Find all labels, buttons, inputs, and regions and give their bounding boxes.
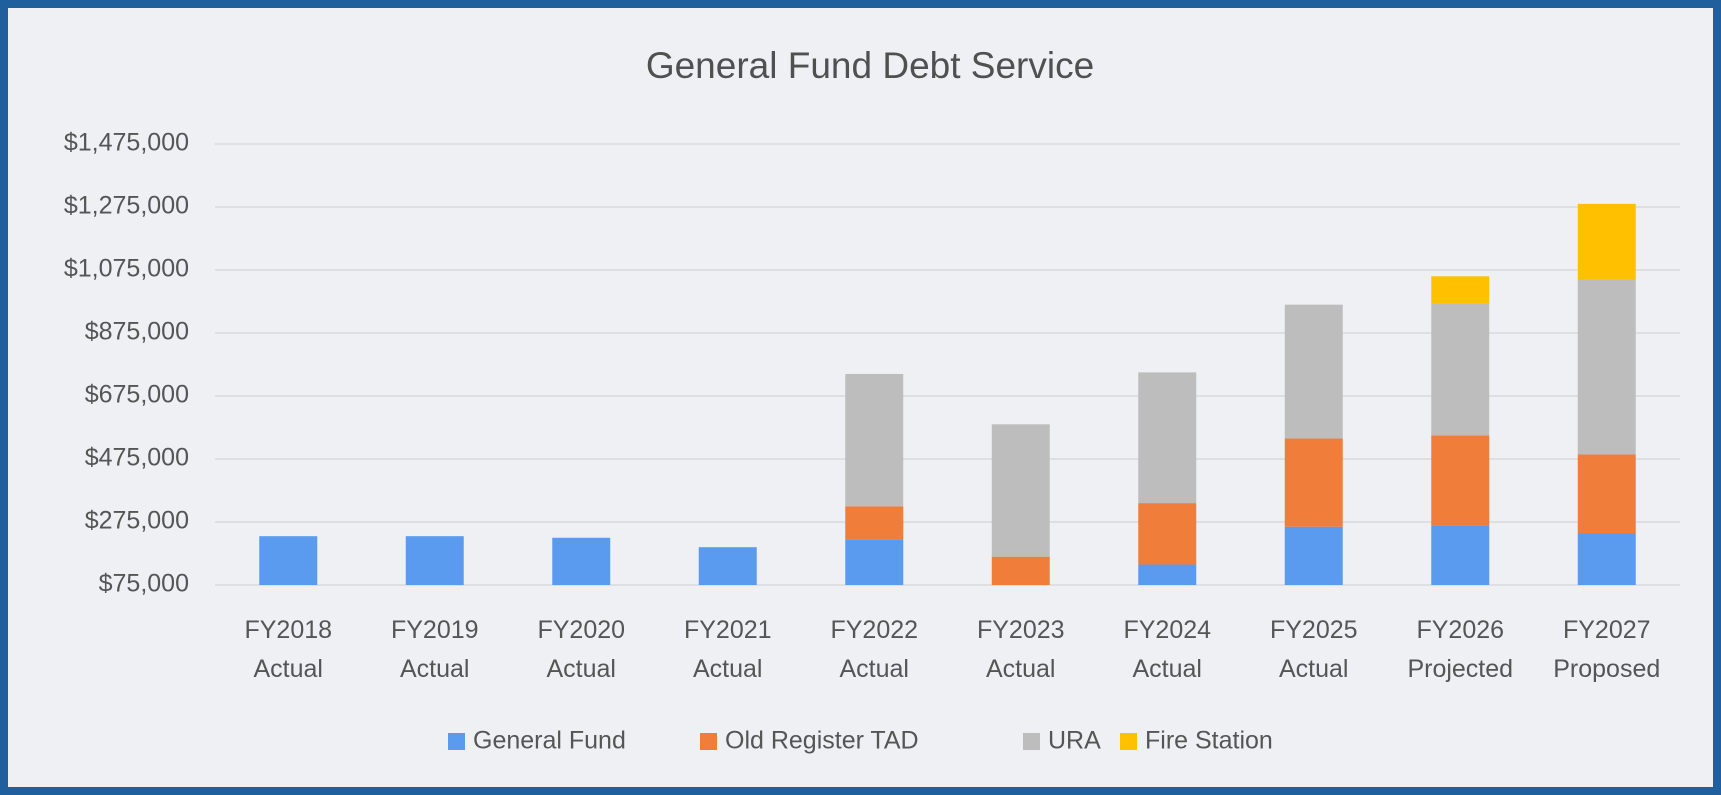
bar-segment bbox=[845, 539, 904, 585]
legend-label: URA bbox=[1048, 727, 1101, 755]
legend-swatch bbox=[700, 733, 717, 750]
bar-segment bbox=[1577, 279, 1636, 455]
bar-segment bbox=[1284, 304, 1343, 439]
x-tick-label: FY2022 Actual bbox=[830, 616, 918, 683]
bar-segment bbox=[1577, 533, 1636, 585]
legend-label: Old Register TAD bbox=[725, 727, 919, 755]
x-tick-label: FY2021 Actual bbox=[684, 616, 772, 683]
bar-segment bbox=[991, 424, 1050, 557]
bar-segment bbox=[1138, 503, 1197, 565]
bar-segment bbox=[698, 547, 757, 585]
y-tick-label: $875,000 bbox=[85, 318, 189, 346]
x-tick-label: FY2026 Projected bbox=[1407, 616, 1513, 683]
bar-segment bbox=[552, 537, 611, 585]
bar-segment bbox=[1431, 435, 1490, 526]
legend-label: General Fund bbox=[473, 727, 626, 755]
bar-segment bbox=[1284, 526, 1343, 585]
bar-segment bbox=[1431, 525, 1490, 585]
legend-swatch bbox=[1023, 733, 1040, 750]
bar-segment bbox=[259, 536, 318, 585]
bar-segment bbox=[1284, 438, 1343, 527]
y-tick-label: $1,275,000 bbox=[64, 192, 189, 220]
y-tick-label: $1,075,000 bbox=[64, 255, 189, 283]
y-tick-label: $275,000 bbox=[85, 507, 189, 535]
x-tick-label: FY2020 Actual bbox=[537, 616, 625, 683]
legend-swatch bbox=[448, 733, 465, 750]
bar-segment bbox=[405, 536, 464, 585]
x-tick-label: FY2024 Actual bbox=[1123, 616, 1211, 683]
bar-segment bbox=[1431, 276, 1490, 304]
x-tick-label: FY2023 Actual bbox=[977, 616, 1065, 683]
bar-segment bbox=[1577, 203, 1636, 280]
legend-label: Fire Station bbox=[1145, 727, 1273, 755]
y-tick-label: $475,000 bbox=[85, 444, 189, 472]
x-tick-label: FY2019 Actual bbox=[391, 616, 479, 683]
y-tick-label: $1,475,000 bbox=[64, 129, 189, 157]
x-tick-label: FY2018 Actual bbox=[244, 616, 332, 683]
x-tick-label: FY2025 Actual bbox=[1270, 616, 1358, 683]
bar-segment bbox=[1138, 564, 1197, 585]
x-tick-label: FY2027 Proposed bbox=[1553, 616, 1660, 683]
bar-segment bbox=[845, 373, 904, 507]
bar-segment bbox=[1577, 454, 1636, 534]
chart-title: General Fund Debt Service bbox=[646, 45, 1094, 86]
y-tick-label: $675,000 bbox=[85, 381, 189, 409]
bar-segment bbox=[991, 556, 1050, 585]
legend-swatch bbox=[1120, 733, 1137, 750]
bar-segment bbox=[1138, 372, 1197, 504]
bar-segment bbox=[845, 506, 904, 540]
y-tick-label: $75,000 bbox=[99, 570, 189, 598]
bar-segment bbox=[1431, 303, 1490, 436]
